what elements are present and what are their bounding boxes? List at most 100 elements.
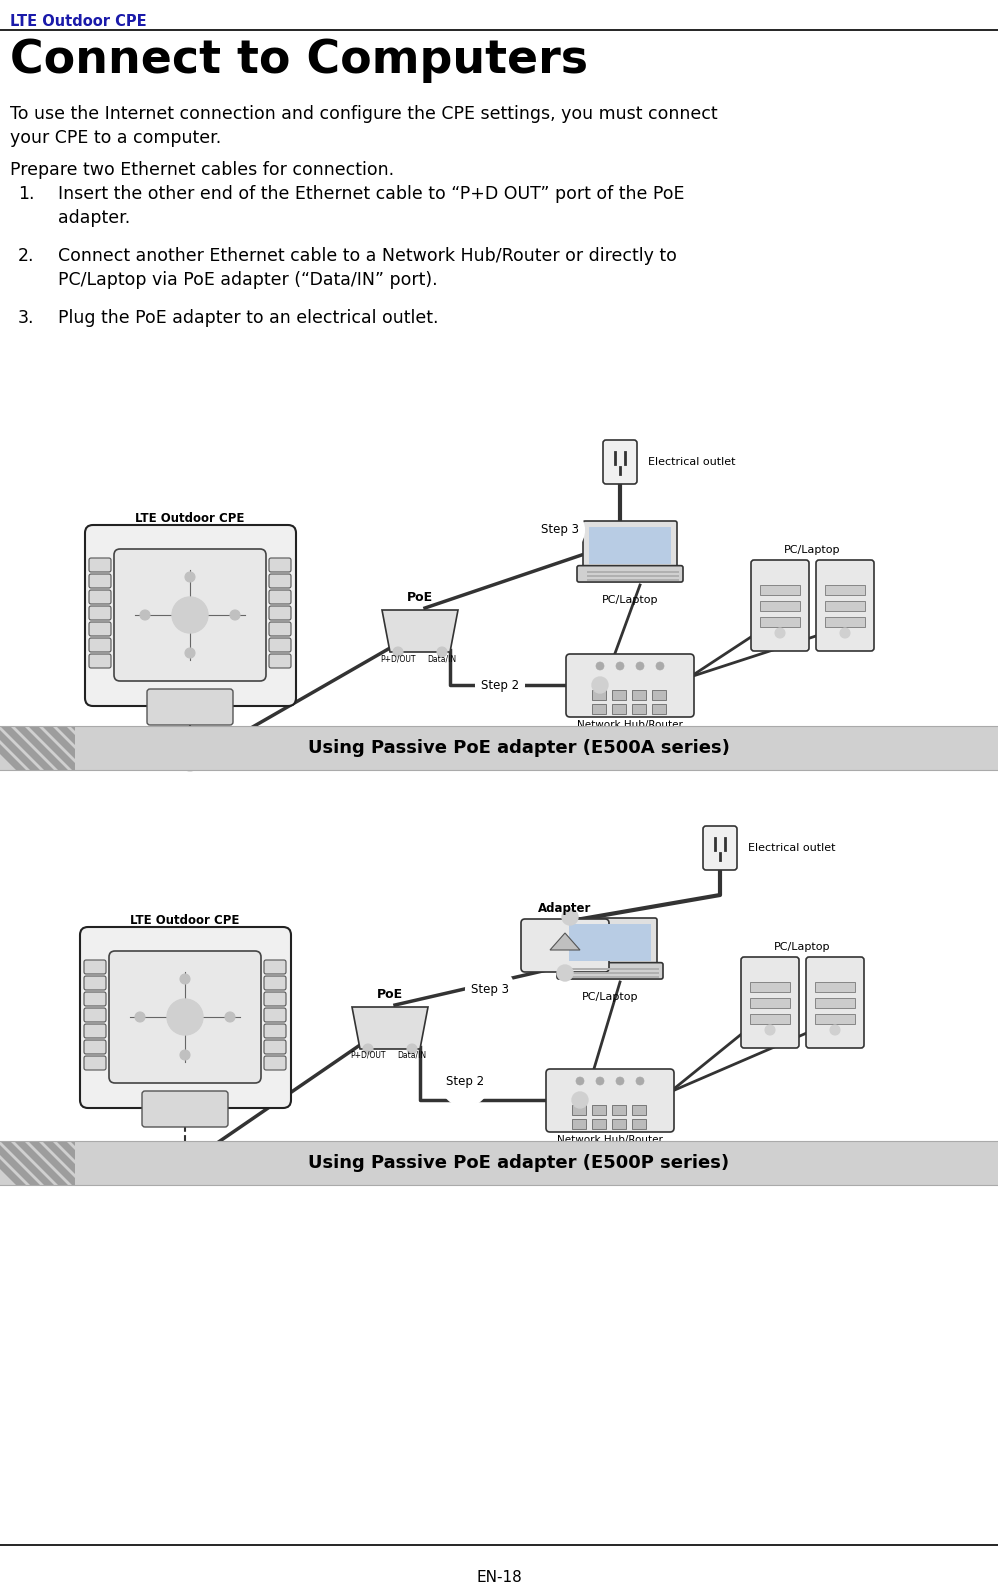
Bar [567,972,659,974]
Text: LTE Outdoor CPE: LTE Outdoor CPE [131,915,240,927]
Bar [652,689,666,701]
Text: Prepare two Ethernet cables for connection.: Prepare two Ethernet cables for connecti… [10,161,394,179]
Circle shape [185,571,195,583]
Text: PC/Laptop: PC/Laptop [582,993,639,1002]
Bar [632,1104,646,1116]
Circle shape [177,1156,193,1171]
Polygon shape [56,1141,110,1184]
Polygon shape [14,1141,68,1184]
FancyBboxPatch shape [89,622,111,635]
Circle shape [656,662,664,670]
Bar [750,1013,790,1025]
FancyBboxPatch shape [577,565,683,583]
FancyBboxPatch shape [264,1025,286,1037]
Circle shape [476,661,524,709]
Circle shape [221,1141,269,1189]
FancyBboxPatch shape [264,1009,286,1021]
Circle shape [592,677,608,693]
Bar [825,618,865,627]
Bar [760,602,800,611]
Text: Adapter: Adapter [538,902,592,915]
Polygon shape [352,1007,428,1049]
FancyBboxPatch shape [89,654,111,669]
Bar [760,618,800,627]
Bar [592,689,606,701]
FancyBboxPatch shape [264,1041,286,1053]
FancyBboxPatch shape [269,638,291,653]
FancyBboxPatch shape [85,525,296,705]
Text: Step 1: Step 1 [226,1159,264,1171]
Text: PC/Laptop: PC/Laptop [773,942,830,951]
FancyBboxPatch shape [114,549,266,681]
Bar [567,975,659,978]
Polygon shape [42,1141,96,1184]
FancyBboxPatch shape [84,1009,106,1021]
FancyBboxPatch shape [269,591,291,603]
Circle shape [466,966,514,1013]
Circle shape [167,999,203,1034]
Circle shape [226,739,274,787]
FancyBboxPatch shape [269,622,291,635]
Circle shape [830,1025,840,1034]
FancyBboxPatch shape [80,927,291,1108]
Text: Network Hub/Router: Network Hub/Router [557,1135,663,1144]
Circle shape [636,662,644,670]
Bar [592,1104,606,1116]
FancyBboxPatch shape [546,1069,674,1132]
Text: 2.: 2. [18,247,35,265]
Text: Step 1: Step 1 [231,757,269,769]
Polygon shape [56,726,110,769]
FancyBboxPatch shape [89,591,111,603]
Polygon shape [28,726,82,769]
FancyBboxPatch shape [264,1057,286,1069]
Circle shape [407,1044,417,1053]
Text: Connect another Ethernet cable to a Network Hub/Router or directly to
PC/Laptop : Connect another Ethernet cable to a Netw… [58,247,677,289]
Circle shape [140,610,150,619]
Bar [750,982,790,993]
Bar [612,689,626,701]
Bar [815,982,855,993]
Polygon shape [382,610,458,653]
FancyBboxPatch shape [84,977,106,990]
FancyBboxPatch shape [703,827,737,870]
Circle shape [596,1077,604,1085]
Circle shape [185,648,195,658]
Bar [75,1141,998,1184]
FancyBboxPatch shape [84,1025,106,1037]
Circle shape [572,1092,588,1108]
Text: Insert the other end of the Ethernet cable to “P+D OUT” port of the PoE
adapter.: Insert the other end of the Ethernet cab… [58,185,685,227]
Text: PoE: PoE [407,591,433,603]
Circle shape [230,610,240,619]
Circle shape [172,597,208,634]
Polygon shape [0,1141,40,1184]
Bar [632,1119,646,1128]
Bar [815,998,855,1009]
Text: Plug the PoE adapter to an electrical outlet.: Plug the PoE adapter to an electrical ou… [58,310,438,327]
FancyBboxPatch shape [269,654,291,669]
Bar [612,1104,626,1116]
Bar [0,420,998,769]
Bar [632,704,646,713]
Circle shape [840,627,850,638]
FancyBboxPatch shape [84,1057,106,1069]
Circle shape [225,1012,235,1021]
Text: PC/Laptop: PC/Laptop [602,595,659,605]
Bar [587,579,679,581]
FancyBboxPatch shape [89,638,111,653]
Bar [75,726,998,769]
Bar [589,527,671,563]
Circle shape [180,974,190,985]
Bar [567,967,659,970]
Text: Electrical outlet: Electrical outlet [648,456,736,468]
Circle shape [363,1044,373,1053]
FancyBboxPatch shape [89,575,111,587]
Text: LTE Outdoor CPE: LTE Outdoor CPE [10,14,147,29]
FancyBboxPatch shape [84,993,106,1005]
Circle shape [576,1077,584,1085]
Circle shape [135,1012,145,1021]
Circle shape [536,506,584,554]
Polygon shape [0,1141,26,1184]
FancyBboxPatch shape [264,961,286,974]
FancyBboxPatch shape [806,958,864,1049]
Circle shape [557,966,573,982]
